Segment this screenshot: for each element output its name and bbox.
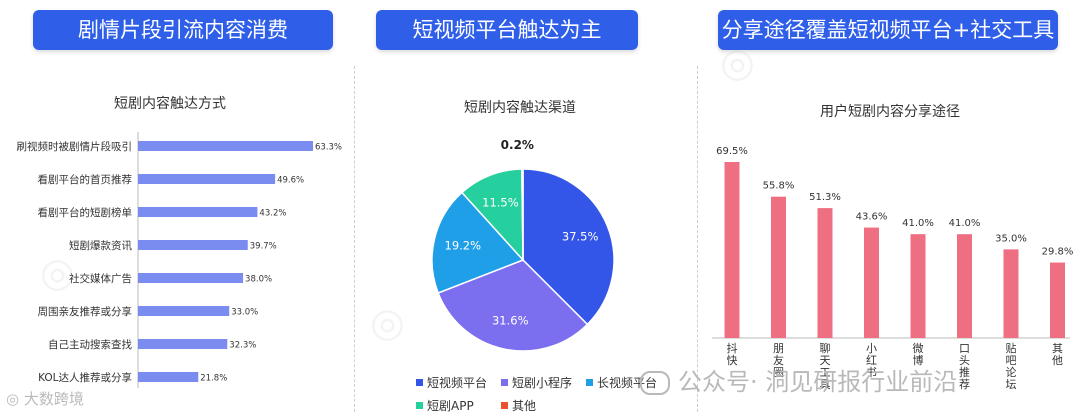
left-bar-value-label: 49.6% — [277, 176, 304, 186]
right-bar-value-label: 69.5% — [716, 146, 748, 157]
pie-value-label: 11.5% — [482, 195, 519, 209]
pie-slice — [522, 168, 615, 326]
pie-legend-swatch — [586, 379, 593, 386]
left-bar — [138, 372, 199, 382]
pie-slice — [460, 168, 524, 262]
right-bar-category-label: 抖快 — [727, 341, 738, 367]
right-bar-value-label: 41.0% — [949, 218, 981, 229]
left-bar-value-label: 32.3% — [229, 341, 256, 351]
left-bar-value-label: 43.2% — [259, 209, 286, 219]
right-chart-title: 用户短剧内容分享途径 — [820, 104, 960, 120]
right-bar-category-label: 其他 — [1052, 342, 1063, 367]
right-bar — [1003, 249, 1019, 338]
right-bar-value-label: 55.8% — [763, 181, 795, 192]
left-bar-value-label: 38.0% — [245, 275, 272, 285]
right-bar-value-label: 29.8% — [1042, 247, 1074, 258]
left-bar — [138, 174, 276, 184]
pie-slice — [437, 259, 589, 352]
pie-legend-swatch — [501, 379, 508, 386]
pie-chart-title: 短剧内容触达渠道 — [464, 100, 576, 116]
right-bar — [771, 196, 786, 338]
pie-legend-label: 短剧小程序 — [512, 375, 572, 390]
left-bar — [138, 207, 258, 217]
left-bar-category-label: 短剧爆款资讯 — [69, 239, 132, 252]
pie-legend-swatch — [416, 402, 423, 409]
pie-value-label: 37.5% — [562, 229, 599, 243]
footer-brand: ◎ 大数跨境 — [6, 388, 84, 409]
left-bar-value-label: 39.7% — [250, 242, 277, 252]
brand-logo-icon: ◎ — [6, 390, 24, 408]
left-bar-category-label: 看剧平台的首页推荐 — [38, 173, 133, 186]
left-bar-category-label: 看剧平台的短剧榜单 — [38, 206, 133, 219]
left-bar-category-label: 刷视频时被剧情片段吸引 — [17, 140, 133, 153]
right-bar-category-label: 聊天工具 — [820, 341, 831, 391]
left-bar-value-label: 21.8% — [200, 374, 227, 384]
right-bar-value-label: 51.3% — [809, 192, 841, 203]
pie-slice — [431, 191, 525, 294]
footer-wechat: 公众号· 洞见研报行业前沿 — [640, 362, 957, 397]
right-bar-category-label: 小红书 — [866, 342, 877, 379]
left-bar — [138, 273, 244, 283]
right-bar — [724, 162, 740, 338]
right-bar-category-label: 微博 — [913, 341, 924, 367]
wechat-text: 公众号· 洞见研报行业前沿 — [678, 368, 958, 396]
pie-legend-label: 短视频平台 — [427, 375, 487, 390]
right-bar — [864, 227, 879, 338]
middle-banner: 短视频平台触达为主 — [376, 10, 638, 50]
pie-slice — [521, 168, 524, 261]
left-bar-category-label: 社交媒体广告 — [69, 272, 132, 285]
right-bar — [910, 234, 926, 338]
right-banner: 分享途径覆盖短视频平台+社交工具 — [718, 10, 1058, 50]
wechat-icon — [640, 371, 670, 395]
right-bar-category-label: 口头推荐 — [959, 342, 970, 391]
left-bar-value-label: 63.3% — [315, 143, 342, 153]
pie-legend-swatch — [416, 379, 423, 386]
pie-value-label: 31.6% — [492, 314, 529, 328]
divider-right — [697, 66, 698, 412]
pie-legend-swatch — [501, 402, 508, 409]
right-bar-value-label: 41.0% — [902, 218, 934, 229]
left-bar — [138, 240, 248, 250]
left-bar — [138, 141, 313, 151]
left-bar-category-label: 自己主动搜索查找 — [48, 338, 132, 351]
right-bar — [957, 234, 972, 338]
left-bar-category-label: 周围亲友推荐或分享 — [38, 305, 133, 318]
right-bar-category-label: 贴吧论坛 — [1006, 341, 1017, 391]
right-bar — [1050, 262, 1065, 338]
brand-text: 大数跨境 — [23, 390, 84, 408]
left-chart-title: 短剧内容触达方式 — [114, 96, 226, 112]
pie-value-label: 19.2% — [445, 239, 482, 253]
left-banner: 剧情片段引流内容消费 — [33, 10, 333, 50]
pie-legend-label: 其他 — [512, 399, 536, 413]
left-bar — [138, 306, 230, 316]
divider-left — [354, 66, 355, 412]
left-bar — [138, 339, 228, 349]
left-bar-value-label: 33.0% — [231, 308, 258, 318]
right-bar-value-label: 35.0% — [995, 233, 1027, 244]
right-bar-value-label: 43.6% — [856, 212, 888, 223]
pie-value-label: 0.2% — [501, 138, 534, 152]
pie-legend-label: 短剧APP — [427, 399, 474, 413]
left-bar-category-label: KOL达人推荐或分享 — [38, 371, 132, 384]
right-bar — [817, 208, 833, 338]
right-bar-category-label: 朋友圈 — [773, 342, 784, 379]
